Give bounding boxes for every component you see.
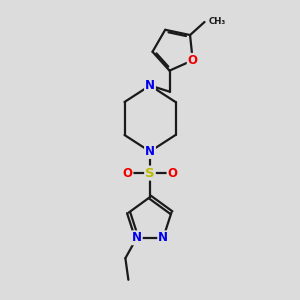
Text: O: O [188, 54, 198, 67]
Text: N: N [132, 231, 142, 244]
Text: S: S [145, 167, 155, 180]
Text: N: N [145, 145, 155, 158]
Text: O: O [167, 167, 178, 180]
Text: N: N [158, 231, 168, 244]
Text: O: O [122, 167, 133, 180]
Text: N: N [145, 79, 155, 92]
Text: CH₃: CH₃ [208, 17, 225, 26]
